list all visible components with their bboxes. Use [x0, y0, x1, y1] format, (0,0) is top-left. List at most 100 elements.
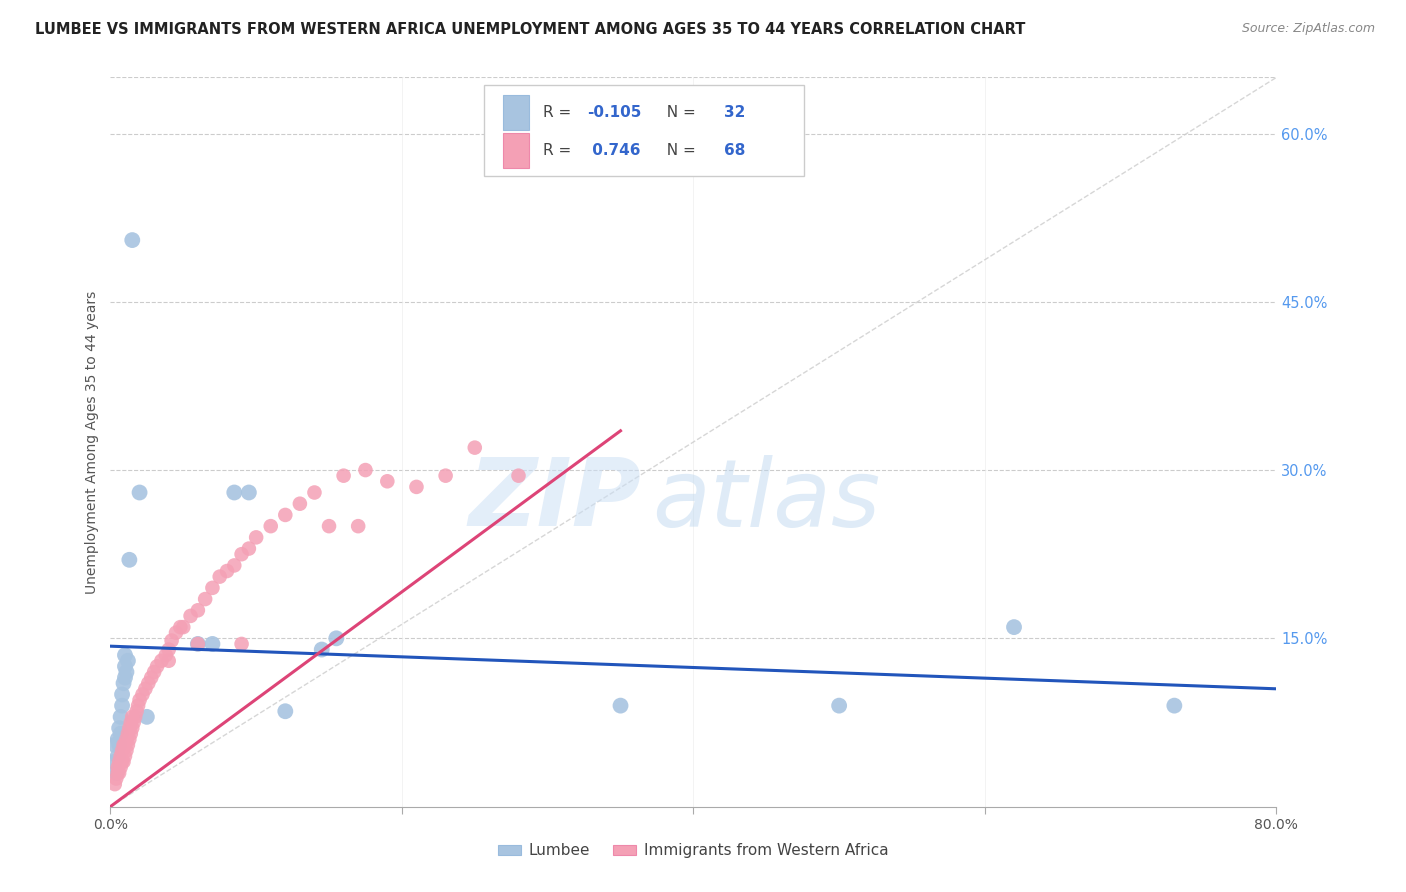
Point: [107, 760, 129, 774]
Point: [104, 755, 127, 769]
Point: [117, 738, 139, 752]
Text: atlas: atlas: [652, 455, 880, 546]
Point: [112, 755, 135, 769]
Point: [143, 665, 166, 679]
Point: [224, 485, 246, 500]
Text: R =: R =: [543, 143, 576, 158]
Point: [115, 732, 138, 747]
Text: 32: 32: [724, 105, 745, 120]
Point: [128, 485, 150, 500]
Point: [112, 738, 135, 752]
Point: [828, 698, 851, 713]
Point: [238, 541, 260, 556]
Point: [125, 704, 148, 718]
Point: [141, 671, 163, 685]
Point: [375, 475, 398, 489]
Point: [169, 620, 191, 634]
Text: R =: R =: [543, 105, 576, 120]
Point: [115, 743, 138, 757]
Point: [107, 766, 129, 780]
Point: [111, 698, 134, 713]
Y-axis label: Unemployment Among Ages 35 to 44 years: Unemployment Among Ages 35 to 44 years: [86, 291, 100, 594]
Point: [464, 441, 486, 455]
Point: [110, 749, 132, 764]
Text: 68: 68: [724, 143, 745, 158]
Point: [1163, 698, 1185, 713]
Point: [110, 727, 132, 741]
Point: [245, 530, 267, 544]
Point: [121, 721, 143, 735]
Point: [609, 698, 631, 713]
Point: [288, 497, 311, 511]
Point: [201, 581, 224, 595]
Point: [325, 632, 347, 646]
Point: [108, 721, 131, 735]
Point: [117, 654, 139, 668]
Point: [114, 738, 136, 752]
Point: [157, 654, 180, 668]
Point: [114, 648, 136, 662]
Point: [120, 715, 142, 730]
Point: [114, 659, 136, 673]
Point: [118, 553, 141, 567]
Point: [111, 755, 134, 769]
Point: [187, 637, 209, 651]
Point: [150, 654, 173, 668]
Point: [134, 681, 156, 696]
Point: [146, 659, 169, 673]
FancyBboxPatch shape: [503, 95, 529, 130]
Point: [434, 468, 457, 483]
Text: -0.105: -0.105: [588, 105, 641, 120]
Point: [120, 727, 142, 741]
Text: N =: N =: [657, 105, 700, 120]
Point: [108, 738, 131, 752]
Point: [135, 710, 157, 724]
Point: [108, 755, 131, 769]
Point: [114, 671, 136, 685]
Point: [118, 721, 141, 735]
Point: [124, 710, 146, 724]
Point: [172, 620, 194, 634]
Point: [136, 676, 159, 690]
Point: [318, 519, 340, 533]
Point: [187, 637, 209, 651]
Point: [405, 480, 427, 494]
Point: [111, 687, 134, 701]
Point: [347, 519, 370, 533]
Legend: Lumbee, Immigrants from Western Africa: Lumbee, Immigrants from Western Africa: [492, 838, 894, 864]
Point: [208, 569, 231, 583]
FancyBboxPatch shape: [484, 85, 804, 176]
Point: [131, 687, 153, 701]
Point: [187, 603, 209, 617]
Point: [114, 749, 136, 764]
Point: [117, 727, 139, 741]
Point: [194, 592, 217, 607]
Point: [108, 766, 131, 780]
Point: [231, 637, 253, 651]
Point: [110, 760, 132, 774]
Point: [332, 468, 354, 483]
Point: [118, 732, 141, 747]
Point: [260, 519, 283, 533]
Point: [157, 642, 180, 657]
Point: [121, 710, 143, 724]
Point: [121, 233, 143, 247]
Point: [115, 665, 138, 679]
Point: [224, 558, 246, 573]
Point: [508, 468, 530, 483]
Point: [354, 463, 377, 477]
Point: [105, 772, 128, 786]
Point: [160, 633, 183, 648]
Point: [107, 732, 129, 747]
Point: [180, 608, 202, 623]
Point: [105, 766, 128, 780]
Point: [104, 738, 127, 752]
Point: [107, 749, 129, 764]
Point: [304, 485, 326, 500]
Point: [110, 710, 132, 724]
Point: [274, 704, 297, 718]
Point: [215, 564, 238, 578]
Point: [1002, 620, 1025, 634]
FancyBboxPatch shape: [503, 133, 529, 168]
Point: [201, 637, 224, 651]
